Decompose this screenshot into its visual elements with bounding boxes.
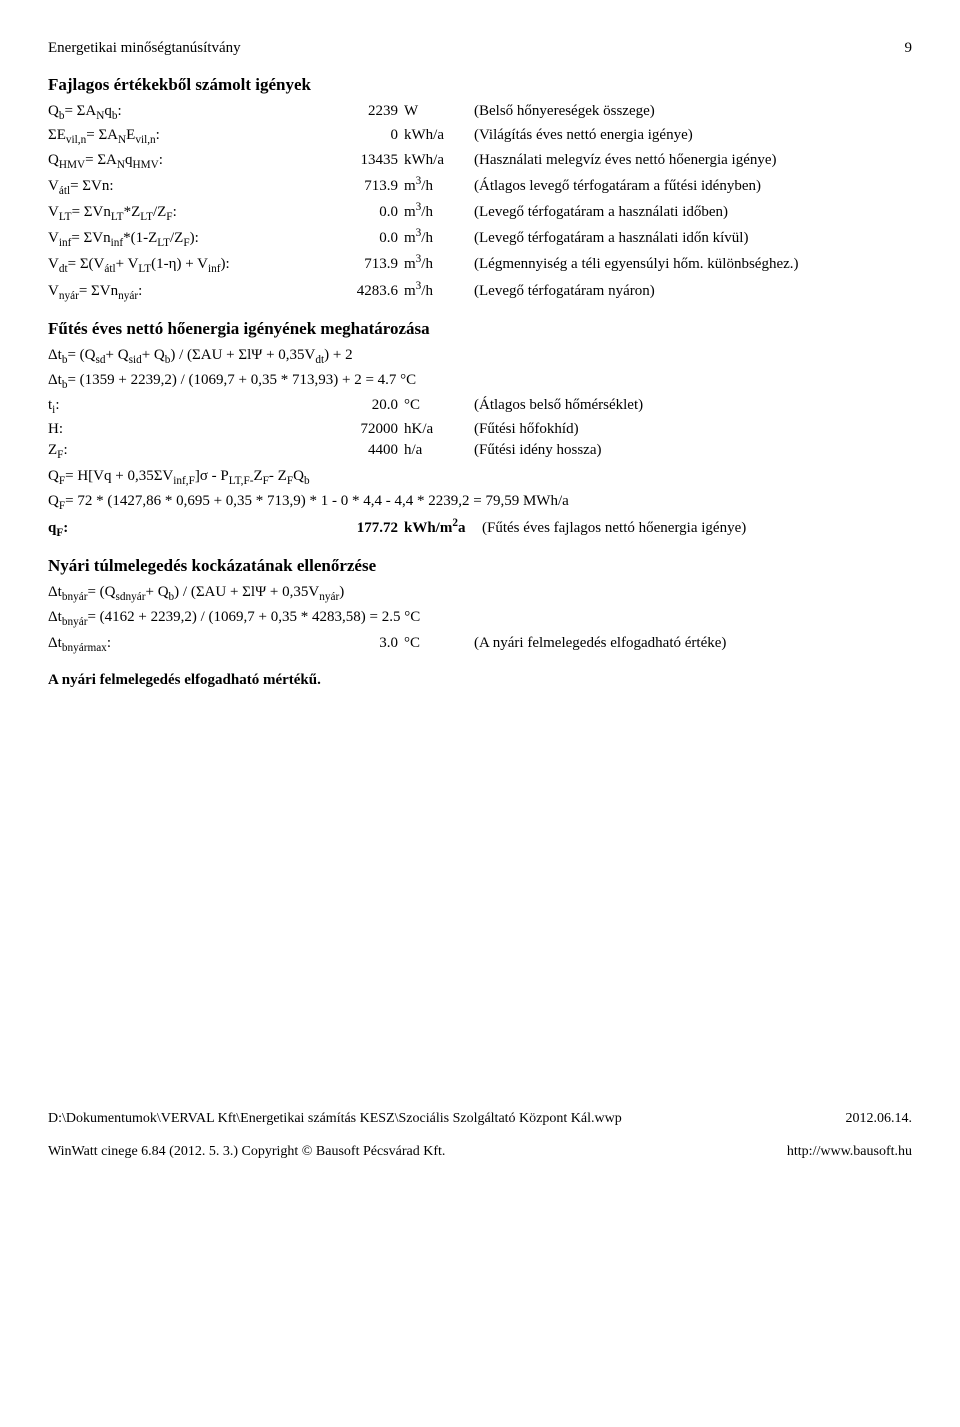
qf-unit: kWh/m2a bbox=[404, 516, 482, 538]
s3-row-desc: (A nyári felmelegedés elfogadható értéke… bbox=[474, 633, 912, 653]
row-desc: (Fűtési hőfokhíd) bbox=[474, 419, 912, 439]
page-header: Energetikai minőségtanúsítvány 9 bbox=[48, 38, 912, 58]
row-value: 0.0 bbox=[298, 202, 404, 222]
row-value: 4400 bbox=[298, 440, 404, 460]
data-row: VLT= ΣVnLT*ZLT/ZF:0.0m3/h(Levegő térfoga… bbox=[48, 200, 912, 225]
row-label: Qb= ΣANqb: bbox=[48, 101, 298, 124]
section3-eq1: Δtbnyár= (Qsdnyár+ Qb) / (ΣAU + ΣlΨ + 0,… bbox=[48, 582, 912, 605]
row-value: 2239 bbox=[298, 101, 404, 121]
row-desc: (Világítás éves nettó energia igénye) bbox=[474, 125, 912, 145]
footer-date: 2012.06.14. bbox=[846, 1110, 913, 1129]
row-unit: m3/h bbox=[404, 174, 474, 196]
footer-path: D:\Dokumentumok\VERVAL Kft\Energetikai s… bbox=[48, 1110, 622, 1129]
section2-eq4: QF= 72 * (1427,86 * 0,695 + 0,35 * 713,9… bbox=[48, 491, 912, 514]
qf-row: qF: 177.72 kWh/m2a (Fűtés éves fajlagos … bbox=[48, 516, 912, 541]
section2-rows: ti:20.0°C(Átlagos belső hőmérséklet)H:72… bbox=[48, 395, 912, 464]
s3-row-label: Δtbnyármax: bbox=[48, 633, 298, 656]
section2-eq1: Δtb= (Qsd+ Qsid+ Qb) / (ΣAU + ΣlΨ + 0,35… bbox=[48, 345, 912, 368]
data-row: H:72000hK/a(Fűtési hőfokhíd) bbox=[48, 419, 912, 439]
row-label: QHMV= ΣANqHMV: bbox=[48, 150, 298, 173]
row-value: 0 bbox=[298, 125, 404, 145]
row-unit: m3/h bbox=[404, 226, 474, 248]
section3-closing: A nyári felmelegedés elfogadható mértékű… bbox=[48, 670, 912, 690]
section2-eq2: Δtb= (1359 + 2239,2) / (1069,7 + 0,35 * … bbox=[48, 370, 912, 393]
row-desc: (Átlagos belső hőmérséklet) bbox=[474, 395, 912, 415]
header-title: Energetikai minőségtanúsítvány bbox=[48, 38, 241, 58]
row-label: H: bbox=[48, 419, 298, 439]
row-unit: °C bbox=[404, 395, 474, 415]
row-label: Vnyár= ΣVnnyár: bbox=[48, 281, 298, 304]
row-value: 4283.6 bbox=[298, 281, 404, 301]
row-label: VLT= ΣVnLT*ZLT/ZF: bbox=[48, 202, 298, 225]
row-unit: m3/h bbox=[404, 252, 474, 274]
row-label: Vdt= Σ(Vátl+ VLT(1-η) + Vinf): bbox=[48, 254, 298, 277]
data-row: QHMV= ΣANqHMV:13435kWh/a(Használati mele… bbox=[48, 150, 912, 173]
qf-label: qF: bbox=[48, 518, 298, 541]
row-unit: m3/h bbox=[404, 279, 474, 301]
row-label: ti: bbox=[48, 395, 298, 418]
s3-row-unit: °C bbox=[404, 633, 474, 653]
section3-title: Nyári túlmelegedés kockázatának ellenőrz… bbox=[48, 555, 912, 578]
row-unit: h/a bbox=[404, 440, 474, 460]
footer-app: WinWatt cinege 6.84 (2012. 5. 3.) Copyri… bbox=[48, 1143, 445, 1162]
data-row: Vinf= ΣVninf*(1-ZLT/ZF):0.0m3/h(Levegő t… bbox=[48, 226, 912, 251]
data-row: Qb= ΣANqb:2239W(Belső hőnyereségek össze… bbox=[48, 101, 912, 124]
row-desc: (Fűtési idény hossza) bbox=[474, 440, 912, 460]
row-value: 713.9 bbox=[298, 254, 404, 274]
section1-title: Fajlagos értékekből számolt igények bbox=[48, 74, 912, 97]
row-unit: W bbox=[404, 101, 474, 121]
row-value: 713.9 bbox=[298, 176, 404, 196]
row-unit: kWh/a bbox=[404, 150, 474, 170]
data-row: ΣEvil,n= ΣANEvil,n:0kWh/a(Világítás éves… bbox=[48, 125, 912, 148]
row-desc: (Átlagos levegő térfogatáram a fűtési id… bbox=[474, 176, 912, 196]
data-row: ti:20.0°C(Átlagos belső hőmérséklet) bbox=[48, 395, 912, 418]
row-desc: (Levegő térfogatáram a használati időben… bbox=[474, 202, 912, 222]
qf-desc: (Fűtés éves fajlagos nettó hőenergia igé… bbox=[482, 518, 912, 538]
row-label: ZF: bbox=[48, 440, 298, 463]
row-desc: (Légmennyiség a téli egyensúlyi hőm. kül… bbox=[474, 254, 912, 274]
section2-eq3: QF= H[Vq + 0,35ΣVinf,F]σ - PLT,F-ZF- ZFQ… bbox=[48, 466, 912, 489]
s3-row-value: 3.0 bbox=[298, 633, 404, 653]
row-unit: kWh/a bbox=[404, 125, 474, 145]
section1-rows: Qb= ΣANqb:2239W(Belső hőnyereségek össze… bbox=[48, 101, 912, 304]
section3-eq2: Δtbnyár= (4162 + 2239,2) / (1069,7 + 0,3… bbox=[48, 607, 912, 630]
row-desc: (Levegő térfogatáram a használati időn k… bbox=[474, 228, 912, 248]
row-value: 13435 bbox=[298, 150, 404, 170]
row-value: 20.0 bbox=[298, 395, 404, 415]
row-unit: m3/h bbox=[404, 200, 474, 222]
data-row: Vdt= Σ(Vátl+ VLT(1-η) + Vinf):713.9m3/h(… bbox=[48, 252, 912, 277]
row-unit: hK/a bbox=[404, 419, 474, 439]
data-row: ZF:4400h/a(Fűtési idény hossza) bbox=[48, 440, 912, 463]
section2-title: Fűtés éves nettó hőenergia igényének meg… bbox=[48, 318, 912, 341]
row-label: Vinf= ΣVninf*(1-ZLT/ZF): bbox=[48, 228, 298, 251]
footer: D:\Dokumentumok\VERVAL Kft\Energetikai s… bbox=[48, 1110, 912, 1162]
row-desc: (Levegő térfogatáram nyáron) bbox=[474, 281, 912, 301]
footer-url: http://www.bausoft.hu bbox=[787, 1143, 912, 1162]
row-value: 72000 bbox=[298, 419, 404, 439]
row-desc: (Belső hőnyereségek összege) bbox=[474, 101, 912, 121]
row-desc: (Használati melegvíz éves nettó hőenergi… bbox=[474, 150, 912, 170]
data-row: Vátl= ΣVn:713.9m3/h(Átlagos levegő térfo… bbox=[48, 174, 912, 199]
row-label: ΣEvil,n= ΣANEvil,n: bbox=[48, 125, 298, 148]
page-number: 9 bbox=[905, 38, 913, 58]
row-label: Vátl= ΣVn: bbox=[48, 176, 298, 199]
section3-row: Δtbnyármax: 3.0 °C (A nyári felmelegedés… bbox=[48, 633, 912, 656]
data-row: Vnyár= ΣVnnyár:4283.6m3/h(Levegő térfoga… bbox=[48, 279, 912, 304]
qf-value: 177.72 bbox=[298, 518, 404, 538]
row-value: 0.0 bbox=[298, 228, 404, 248]
